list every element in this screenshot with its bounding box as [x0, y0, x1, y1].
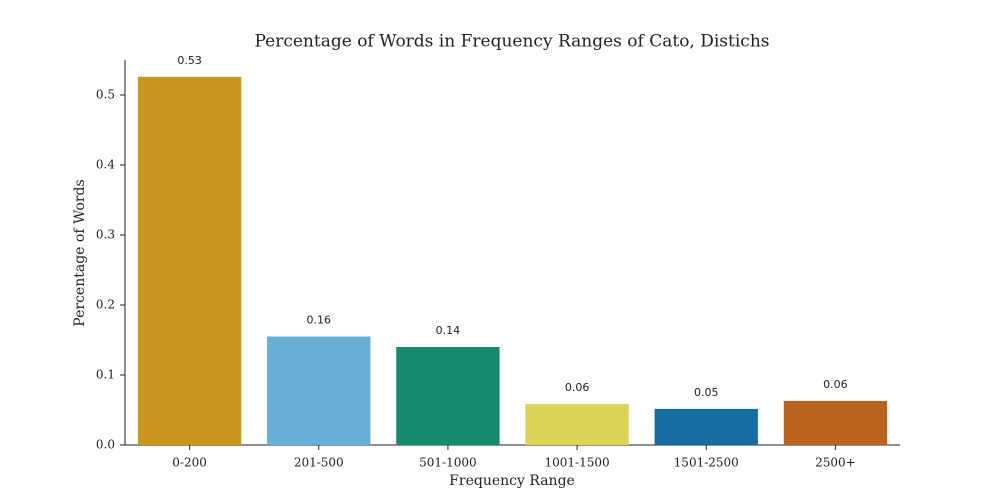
x-tick-label: 1001-1500 — [545, 456, 610, 470]
x-tick-label: 501-1000 — [419, 456, 477, 470]
y-tick-label: 0.0 — [96, 438, 115, 452]
bar — [525, 403, 629, 445]
value-label: 0.14 — [436, 324, 461, 337]
y-tick-label: 0.4 — [96, 158, 115, 172]
y-tick-label: 0.1 — [96, 368, 115, 382]
y-tick-label: 0.2 — [96, 298, 115, 312]
bar — [137, 76, 242, 446]
x-tick-label: 1501-2500 — [674, 456, 739, 470]
bar — [654, 408, 758, 445]
x-tick-label: 0-200 — [172, 456, 207, 470]
bar — [396, 347, 500, 445]
y-axis-label: Percentage of Words — [72, 179, 88, 326]
y-tick-label: 0.3 — [96, 228, 115, 242]
value-label: 0.06 — [565, 381, 590, 394]
x-axis-label: Frequency Range — [449, 473, 575, 489]
value-label: 0.06 — [823, 378, 848, 391]
value-label: 0.05 — [694, 386, 719, 399]
value-label: 0.16 — [307, 314, 332, 327]
bar — [783, 400, 888, 445]
bar — [267, 336, 371, 445]
chart-title: Percentage of Words in Frequency Ranges … — [254, 32, 769, 52]
y-tick-label: 0.5 — [96, 88, 115, 102]
x-tick-label: 201-500 — [294, 456, 344, 470]
value-label: 0.53 — [177, 54, 202, 67]
x-tick-label: 2500+ — [815, 456, 856, 470]
